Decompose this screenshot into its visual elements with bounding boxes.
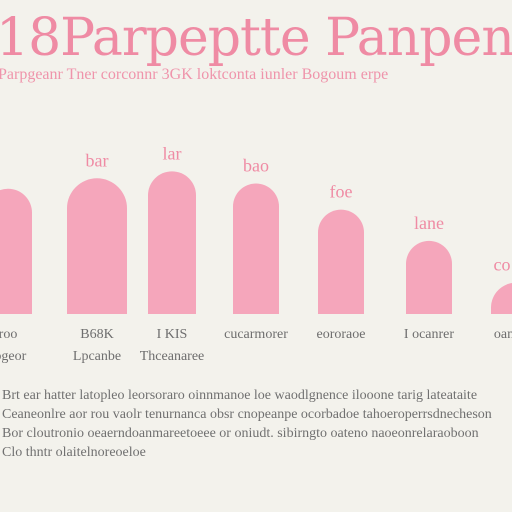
bar [233, 183, 279, 314]
category-label: Thceanaree [140, 349, 205, 364]
bar [406, 240, 452, 314]
notes-block: Brt ear hatter latopleo leorsoraro oinnm… [2, 386, 510, 462]
category-label: I ocanrer [404, 327, 454, 342]
note-line: Ceaneonlre aor rou vaolr tenurnanca obsr… [2, 407, 492, 422]
note-line: Bor cloutronio oeaerndoanmareetoeee or o… [2, 426, 479, 441]
note-line: Clo thntr olaitelnoreoeloe [2, 445, 146, 460]
note-line: Brt ear hatter latopleo leorsoraro oinnm… [2, 388, 478, 403]
category-label: B68K [80, 327, 113, 342]
category-label: oan [494, 327, 512, 342]
bar [67, 178, 127, 314]
data-label: co [494, 255, 511, 275]
bar [491, 283, 512, 314]
data-label: lar [163, 143, 182, 163]
bar [0, 188, 32, 314]
data-label: bao [243, 156, 269, 176]
bar [148, 171, 196, 314]
chart-title: 18Parpeptte Panpenetpan [0, 8, 512, 68]
data-label: foe [330, 182, 353, 202]
chart-subtitle: Parpgeanr Tner corconnr 3GK loktconta iu… [0, 66, 389, 83]
bar [318, 209, 364, 314]
category-label: roo [0, 327, 17, 342]
data-label: lane [414, 213, 444, 233]
category-label: cucarmorer [224, 327, 288, 342]
category-label: I KIS [157, 327, 188, 342]
data-label: bar [86, 150, 109, 170]
category-label: Lpcanbe [73, 349, 121, 364]
category-label: eororaoe [317, 327, 366, 342]
category-label: rpgeor [0, 349, 27, 364]
